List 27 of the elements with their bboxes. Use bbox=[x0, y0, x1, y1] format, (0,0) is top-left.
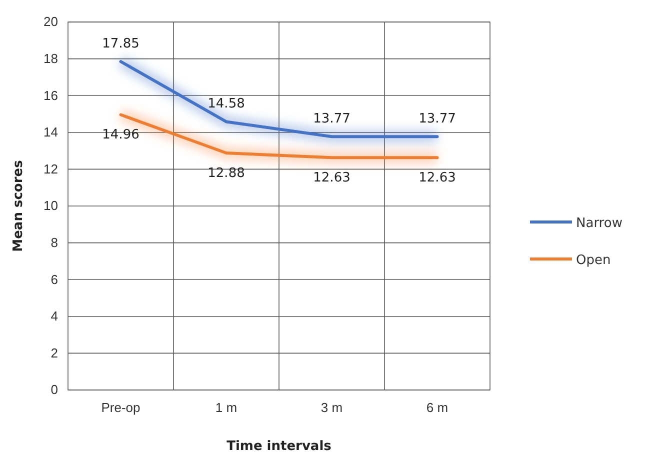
y-tick-label: 10 bbox=[44, 198, 58, 214]
y-tick-label: 18 bbox=[44, 50, 58, 66]
x-tick-label: 6 m bbox=[426, 400, 448, 416]
y-tick-label: 16 bbox=[44, 88, 58, 103]
legend-label: Open bbox=[576, 253, 611, 268]
y-tick-label: 2 bbox=[50, 345, 58, 360]
x-tick-label: 3 m bbox=[320, 400, 343, 416]
x-axis-title: Time intervals bbox=[226, 439, 332, 452]
y-axis-title: Mean scores bbox=[11, 160, 26, 252]
data-label: 14.58 bbox=[208, 96, 245, 112]
y-tick-label: 8 bbox=[50, 234, 58, 250]
data-label: 14.96 bbox=[102, 128, 140, 143]
data-label: 13.77 bbox=[313, 112, 350, 127]
y-tick-label: 4 bbox=[50, 308, 58, 324]
data-label: 12.63 bbox=[418, 170, 456, 186]
data-label: 12.63 bbox=[313, 170, 350, 186]
y-tick-label: 20 bbox=[44, 14, 58, 30]
data-label: 12.88 bbox=[208, 166, 245, 182]
legend-label: Narrow bbox=[576, 216, 623, 231]
y-tick-label: 6 bbox=[50, 272, 58, 287]
y-tick-label: 12 bbox=[44, 161, 58, 176]
x-tick-label: Pre-op bbox=[101, 400, 140, 416]
y-tick-label: 14 bbox=[44, 124, 58, 140]
data-label: 13.77 bbox=[418, 112, 456, 127]
data-label: 17.85 bbox=[102, 36, 140, 52]
y-tick-label: 0 bbox=[50, 382, 58, 398]
x-tick-label: 1 m bbox=[215, 400, 238, 416]
